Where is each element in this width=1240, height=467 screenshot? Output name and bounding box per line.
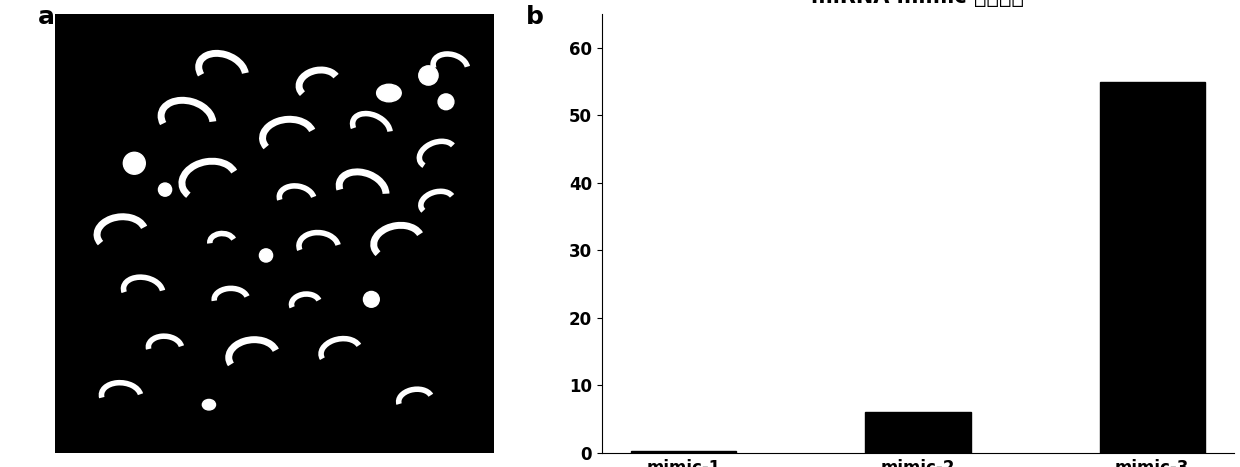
Ellipse shape bbox=[202, 399, 216, 410]
Title: miRNA mimic 相对丰度: miRNA mimic 相对丰度 bbox=[811, 0, 1024, 7]
Text: a: a bbox=[37, 5, 55, 29]
Ellipse shape bbox=[159, 183, 171, 196]
Ellipse shape bbox=[377, 84, 402, 102]
Ellipse shape bbox=[419, 66, 438, 85]
Ellipse shape bbox=[259, 249, 273, 262]
Ellipse shape bbox=[438, 94, 454, 110]
Bar bbox=[1100, 82, 1205, 453]
Bar bbox=[866, 412, 971, 453]
Ellipse shape bbox=[363, 291, 379, 307]
Ellipse shape bbox=[123, 152, 145, 174]
Bar bbox=[631, 451, 737, 453]
Text: b: b bbox=[526, 5, 544, 29]
